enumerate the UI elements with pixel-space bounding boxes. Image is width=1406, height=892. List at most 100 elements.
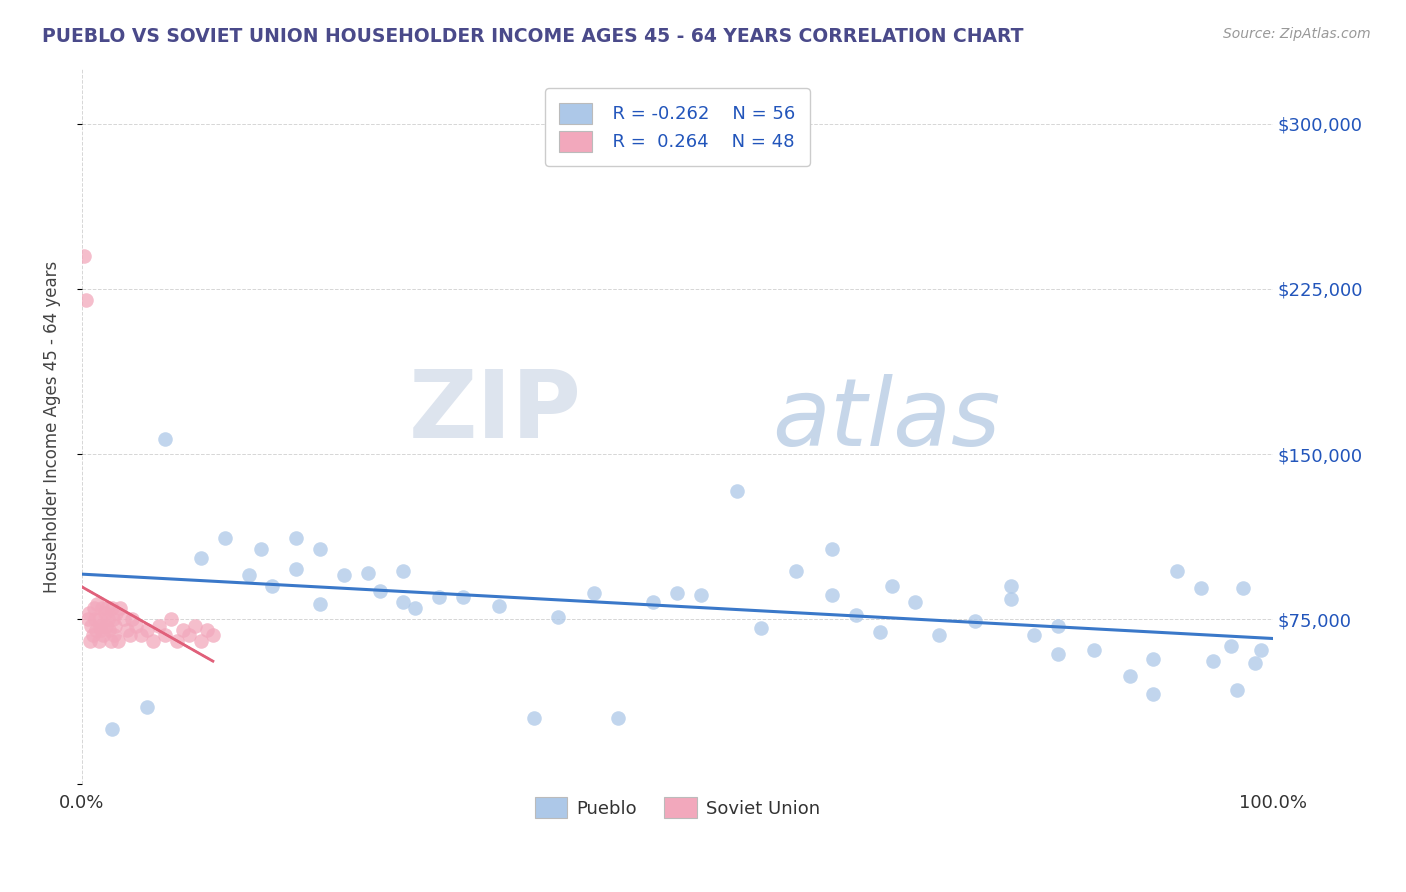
Point [285,531,308,545]
Point [177,627,200,641]
Point [357,566,380,580]
Point [821,541,844,556]
Point [155,627,177,641]
Point [93,606,115,620]
Point [94,619,117,633]
Point [195,624,218,638]
Point [262,579,284,593]
Point [96,601,118,615]
Point [880,579,903,593]
Point [166,634,188,648]
Text: ZIP: ZIP [409,366,582,458]
Point [785,564,807,578]
Point [77,612,100,626]
Point [1000,592,1022,607]
Point [201,627,224,641]
Point [1024,627,1046,641]
Point [148,619,170,633]
Point [84,612,107,626]
Point [105,606,128,620]
Point [124,619,146,633]
Point [1047,619,1070,633]
Point [1219,639,1241,653]
Point [1083,643,1105,657]
Point [1226,682,1249,697]
Point [285,561,308,575]
Point [84,624,107,638]
Point [184,619,207,633]
Point [427,590,450,604]
Point [107,634,129,648]
Point [115,624,138,638]
Point [98,624,121,638]
Point [90,624,112,638]
Point [869,625,891,640]
Text: PUEBLO VS SOVIET UNION HOUSEHOLDER INCOME AGES 45 - 64 YEARS CORRELATION CHART: PUEBLO VS SOVIET UNION HOUSEHOLDER INCOM… [42,27,1024,45]
Point [309,597,332,611]
Point [666,586,689,600]
Point [93,627,115,641]
Point [749,621,772,635]
Point [190,550,212,565]
Point [89,619,111,633]
Point [82,627,104,641]
Point [928,627,950,641]
Point [155,432,177,446]
Point [643,594,665,608]
Point [77,606,100,620]
Point [160,612,183,626]
Point [1232,582,1254,596]
Point [86,597,108,611]
Point [80,619,103,633]
Point [100,634,122,648]
Point [404,601,426,615]
Point [100,723,122,737]
Point [190,634,212,648]
Point [214,531,236,545]
Point [606,711,628,725]
Point [89,612,111,626]
Point [131,627,153,641]
Point [1166,564,1188,578]
Legend: Pueblo, Soviet Union: Pueblo, Soviet Union [527,790,827,825]
Point [392,564,415,578]
Point [108,601,131,615]
Point [333,568,356,582]
Point [1250,643,1272,657]
Point [1243,657,1265,671]
Point [1189,582,1212,596]
Point [904,594,927,608]
Point [118,627,141,641]
Text: Source: ZipAtlas.com: Source: ZipAtlas.com [1223,27,1371,41]
Point [136,624,159,638]
Point [87,634,110,648]
Point [1142,687,1164,701]
Point [368,583,391,598]
Point [451,590,474,604]
Point [1047,648,1070,662]
Point [488,599,510,613]
Point [79,634,101,648]
Point [101,612,124,626]
Point [690,588,713,602]
Point [1142,652,1164,666]
Point [97,612,120,626]
Point [136,700,159,714]
Point [547,610,569,624]
Point [83,601,105,615]
Point [725,484,748,499]
Point [112,612,135,626]
Point [142,634,165,648]
Point [238,568,260,582]
Point [172,624,194,638]
Y-axis label: Householder Income Ages 45 - 64 years: Householder Income Ages 45 - 64 years [44,260,60,592]
Text: atlas: atlas [772,374,1001,465]
Point [845,607,868,622]
Point [73,249,96,263]
Point [963,615,986,629]
Point [103,627,125,641]
Point [523,711,546,725]
Point [1118,669,1140,683]
Point [1000,579,1022,593]
Point [104,619,127,633]
